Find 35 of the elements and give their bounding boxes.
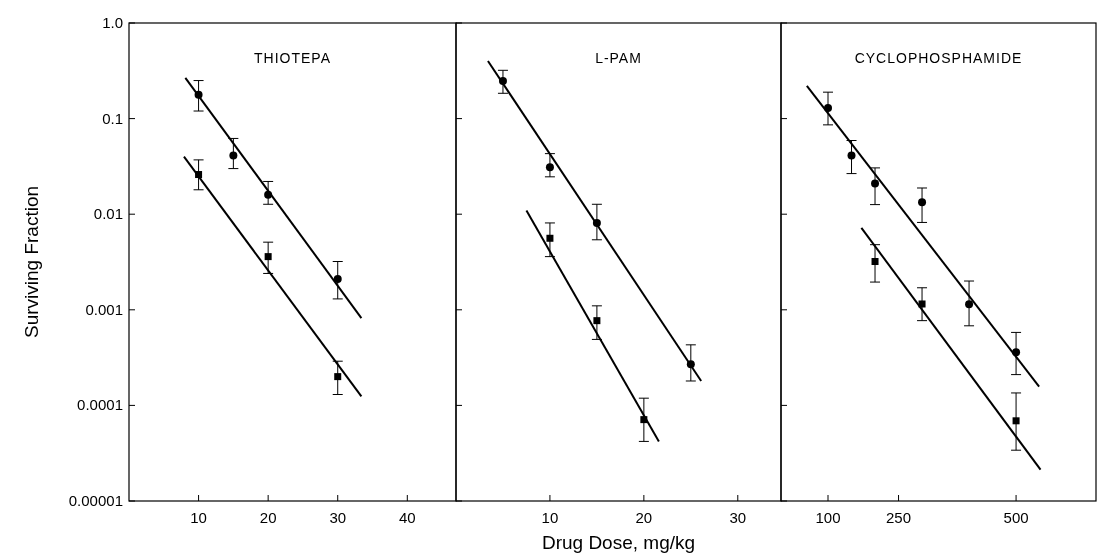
- point: [334, 373, 342, 381]
- x-tick-label: 250: [886, 509, 912, 526]
- point: [871, 258, 879, 266]
- point: [593, 317, 601, 325]
- point: [545, 163, 554, 172]
- x-tick-label: 40: [398, 509, 416, 526]
- point: [1012, 417, 1020, 425]
- text: CYCLOPHOSPHAMIDE: [854, 50, 1023, 66]
- x-tick-label: 100: [815, 509, 841, 526]
- x-tick-label: 20: [259, 509, 277, 526]
- x-tick-label: 30: [329, 509, 347, 526]
- x-tick-label: 10: [541, 509, 559, 526]
- y-tick-label: 0.1: [102, 109, 123, 127]
- y-tick-label: 0.0001: [77, 396, 123, 414]
- x-axis-title: Drug Dose, mg/kg: [541, 532, 696, 553]
- point: [965, 300, 974, 309]
- point: [918, 198, 927, 207]
- y-tick-label: 0.00001: [68, 492, 123, 509]
- point: [264, 253, 272, 261]
- point: [546, 234, 554, 242]
- text: L-PAM: [595, 50, 642, 66]
- y-tick-label: 0.01: [93, 205, 123, 223]
- x-tick-label: 10: [190, 509, 207, 526]
- y-tick-label: 0.001: [85, 300, 123, 318]
- y-tick-label: 1.0: [102, 14, 123, 31]
- x-tick-label: 500: [1003, 509, 1029, 526]
- x-tick-label: 20: [635, 509, 653, 526]
- text: THIOTEPA: [254, 50, 331, 66]
- point: [229, 151, 238, 160]
- point: [871, 179, 880, 188]
- point: [918, 300, 926, 308]
- x-tick-label: 30: [729, 509, 747, 526]
- point: [333, 275, 342, 283]
- y-axis-title: Surviving Fraction: [21, 185, 42, 339]
- point: [847, 151, 856, 160]
